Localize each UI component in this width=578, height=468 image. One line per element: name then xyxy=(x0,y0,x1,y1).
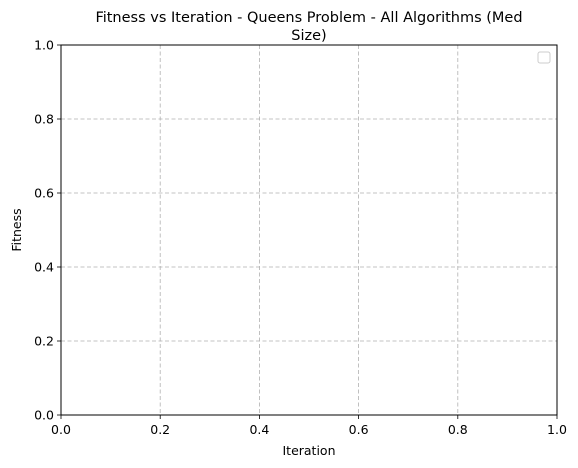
y-axis-label: Fitness xyxy=(9,208,24,251)
legend xyxy=(537,51,551,64)
x-tick-label-3: 0.6 xyxy=(349,422,369,437)
y-tick-label-2: 0.4 xyxy=(34,260,54,275)
x-tick-label-4: 0.8 xyxy=(448,422,468,437)
chart-title-line-1: Fitness vs Iteration - Queens Problem - … xyxy=(95,10,522,26)
x-axis-label: Iteration xyxy=(282,443,335,458)
grid-lines xyxy=(61,45,557,415)
y-tick-label-4: 0.8 xyxy=(34,112,54,127)
x-tick-label-1: 0.2 xyxy=(150,422,170,437)
plot-frame xyxy=(60,44,558,416)
y-tick-label-5: 1.0 xyxy=(34,38,54,53)
y-tick-label-1: 0.2 xyxy=(34,334,54,349)
x-tick-label-5: 1.0 xyxy=(547,422,567,437)
y-axis: 0.0 0.2 0.4 0.6 0.8 1.0 xyxy=(34,38,61,423)
plot-area xyxy=(61,45,557,415)
x-axis: 0.0 0.2 0.4 0.6 0.8 1.0 xyxy=(51,415,567,437)
x-tick-label-2: 0.4 xyxy=(249,422,269,437)
chart-title-line-2: Size) xyxy=(291,28,326,44)
y-tick-label-3: 0.6 xyxy=(34,186,54,201)
x-tick-label-0: 0.0 xyxy=(51,422,71,437)
y-tick-label-0: 0.0 xyxy=(34,408,54,423)
legend-box xyxy=(537,51,551,64)
